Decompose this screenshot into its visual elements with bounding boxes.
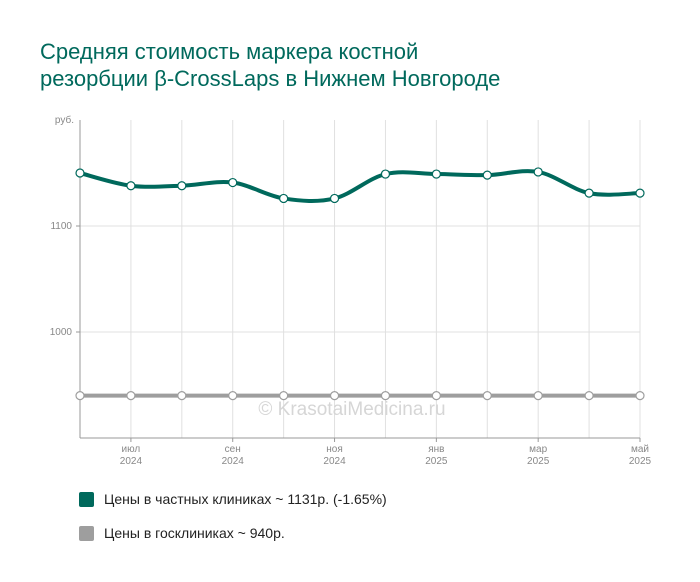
data-point-public bbox=[177, 391, 187, 401]
data-point-public bbox=[279, 391, 289, 401]
data-point-private bbox=[380, 169, 391, 179]
legend-swatch-public bbox=[79, 525, 94, 541]
legend-item-public[interactable]: Цены в госклиниках ~ 940р. bbox=[79, 522, 387, 544]
y-tick-label: 1000 bbox=[50, 327, 73, 338]
data-point-public bbox=[584, 391, 594, 401]
data-point-public bbox=[126, 391, 136, 401]
x-tick-label-year: 2024 bbox=[120, 456, 143, 467]
data-point-public bbox=[329, 391, 340, 401]
data-point-private bbox=[279, 193, 289, 204]
x-tick-label-month: сен bbox=[225, 444, 241, 455]
data-point-public bbox=[228, 391, 238, 401]
legend-label-public: Цены в госклиниках ~ 940р. bbox=[104, 525, 285, 541]
series-line-private bbox=[78, 169, 642, 203]
x-tick-label-month: янв bbox=[428, 444, 444, 455]
data-point-private bbox=[126, 181, 136, 191]
x-tick-label-year: 2024 bbox=[222, 456, 245, 467]
data-point-private bbox=[431, 169, 441, 179]
x-tick-label-year: 2025 bbox=[527, 456, 550, 467]
y-tick-label: 1100 bbox=[50, 221, 72, 232]
data-point-public bbox=[482, 391, 492, 401]
x-tick-label-year: 2025 bbox=[629, 456, 652, 467]
legend-label-private: Цены в частных клиниках ~ 1131р. (-1.65%… bbox=[104, 491, 387, 507]
x-tick-label-year: 2025 bbox=[425, 456, 448, 467]
data-point-public bbox=[75, 391, 85, 401]
x-tick-label-month: май bbox=[631, 444, 649, 455]
data-point-private bbox=[584, 188, 594, 198]
watermark: © KrasotaiMedicina.ru bbox=[258, 399, 445, 420]
chart-legend: Цены в частных клиниках ~ 1131р. (-1.65%… bbox=[79, 488, 387, 556]
data-point-private bbox=[329, 193, 340, 204]
data-point-private bbox=[177, 181, 187, 191]
x-tick-label-month: ноя bbox=[326, 444, 343, 455]
chart-title-line-2: резорбции β-CrossLaps в Нижнем Новгороде bbox=[40, 66, 501, 91]
x-tick-label-month: мар bbox=[529, 444, 547, 455]
data-point-public bbox=[635, 391, 645, 401]
data-point-public bbox=[431, 391, 441, 401]
data-point-private bbox=[75, 168, 85, 178]
legend-swatch-private bbox=[79, 491, 94, 507]
data-point-private bbox=[482, 170, 492, 180]
data-point-private bbox=[228, 177, 238, 188]
data-point-private bbox=[635, 188, 645, 198]
data-point-private bbox=[533, 167, 543, 177]
chart-title-line-1: Средняя стоимость маркера костной bbox=[40, 39, 419, 64]
legend-item-private[interactable]: Цены в частных клиниках ~ 1131р. (-1.65%… bbox=[79, 488, 387, 510]
x-tick-label-year: 2024 bbox=[323, 456, 346, 467]
x-tick-label-month: июл bbox=[122, 444, 141, 455]
y-axis-unit-label: руб. bbox=[55, 114, 74, 126]
data-point-public bbox=[380, 391, 391, 401]
chart-title: Средняя стоимость маркера костной резорб… bbox=[40, 38, 660, 92]
data-point-public bbox=[533, 391, 543, 401]
